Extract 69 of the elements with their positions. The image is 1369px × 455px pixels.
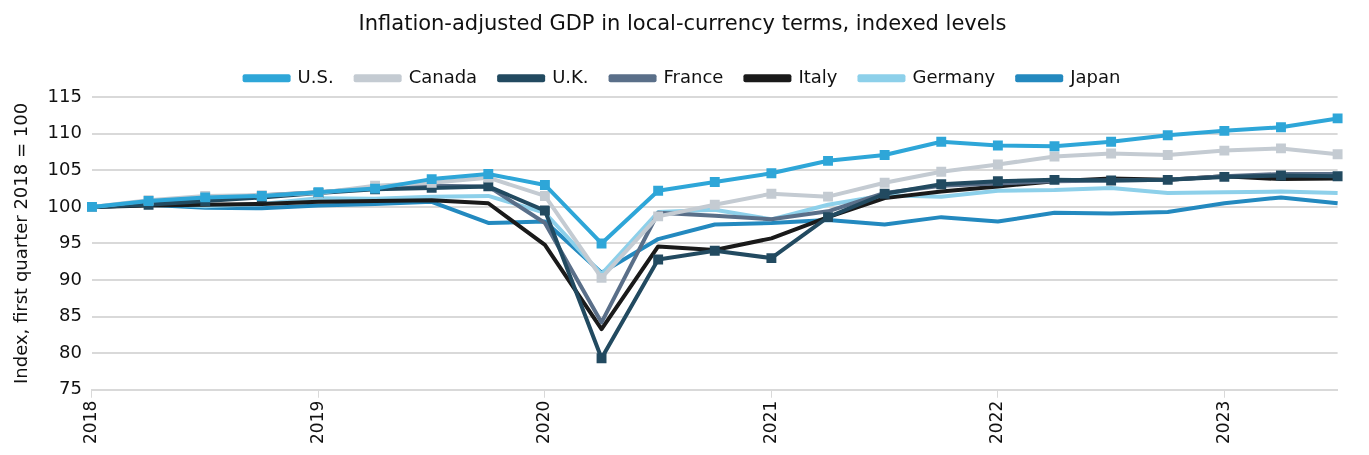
point — [596, 353, 607, 364]
point — [766, 253, 777, 264]
point — [539, 190, 550, 201]
point — [936, 166, 947, 177]
point — [766, 168, 777, 179]
x-tick-label: 2019 — [306, 400, 327, 444]
point — [1276, 143, 1286, 154]
point — [1106, 136, 1117, 147]
point — [992, 159, 1003, 170]
legend-label: U.S. — [297, 65, 334, 87]
legend-label: France — [663, 65, 724, 87]
legend-label: Japan — [1069, 65, 1121, 87]
legend-label: Germany — [912, 65, 996, 87]
point — [1049, 174, 1060, 185]
legend-label: Canada — [408, 65, 478, 87]
point — [483, 169, 494, 179]
point — [653, 211, 664, 222]
point — [596, 272, 607, 283]
point — [1276, 122, 1286, 133]
point — [823, 212, 833, 223]
y-tick-label: 110 — [47, 121, 82, 143]
point — [1049, 141, 1060, 152]
y-tick-label: 105 — [47, 158, 82, 180]
point — [766, 188, 777, 199]
point — [936, 179, 947, 190]
point — [1219, 145, 1230, 156]
point — [1049, 151, 1060, 162]
point — [992, 176, 1003, 187]
point — [879, 150, 890, 160]
x-tick-label: 2021 — [759, 400, 780, 444]
point — [1106, 148, 1117, 159]
x-tick-label: 2020 — [533, 400, 554, 444]
point — [823, 155, 833, 166]
point — [992, 140, 1003, 151]
y-tick-label: 100 — [47, 194, 82, 216]
point — [1106, 175, 1117, 186]
point — [1219, 171, 1230, 182]
point — [539, 205, 550, 216]
point — [653, 185, 664, 196]
point — [539, 180, 550, 190]
point — [936, 136, 947, 147]
point — [1332, 149, 1343, 160]
point — [1332, 171, 1343, 182]
point — [709, 177, 720, 187]
y-tick-label: 75 — [59, 377, 82, 399]
point — [653, 254, 664, 265]
y-axis-title: Index, first quarter 2018 = 100 — [10, 102, 32, 385]
y-tick-label: 90 — [59, 267, 82, 289]
point — [1332, 113, 1343, 124]
y-tick-label: 115 — [47, 84, 82, 106]
point — [1276, 170, 1286, 181]
point — [709, 199, 720, 210]
point — [1162, 174, 1173, 185]
x-tick-label: 2023 — [1212, 400, 1233, 444]
point — [823, 191, 833, 202]
point — [879, 188, 890, 199]
point — [1162, 150, 1173, 160]
y-tick-label: 80 — [59, 340, 82, 362]
point — [709, 245, 720, 256]
point — [879, 177, 890, 188]
x-tick-label: 2022 — [986, 400, 1007, 444]
y-tick-label: 85 — [59, 304, 82, 326]
point — [1162, 130, 1173, 141]
chart-title: Inflation-adjusted GDP in local-currency terms, indexed levels — [358, 11, 1007, 36]
legend-label: U.K. — [552, 65, 589, 87]
legend-label: Italy — [798, 65, 838, 87]
x-tick-label: 2018 — [80, 400, 101, 444]
y-tick-label: 95 — [59, 231, 82, 253]
point — [1219, 125, 1230, 136]
